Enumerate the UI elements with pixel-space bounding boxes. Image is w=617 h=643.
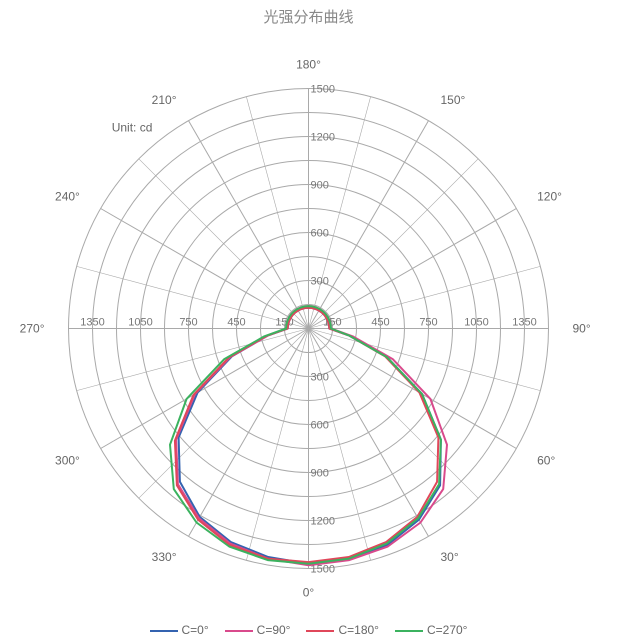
svg-text:0°: 0°: [303, 586, 315, 600]
svg-text:750: 750: [419, 317, 437, 329]
svg-text:600: 600: [311, 420, 329, 432]
legend-item: C=90°: [225, 623, 291, 637]
polar-plot-svg: 1504507501050135013501050750450150300300…: [0, 27, 617, 622]
legend-label: C=180°: [338, 623, 379, 637]
svg-text:1200: 1200: [311, 516, 335, 528]
legend: C=0° C=90° C=180° C=270°: [0, 622, 617, 637]
svg-text:1200: 1200: [311, 132, 335, 144]
svg-text:180°: 180°: [296, 58, 321, 72]
legend-label: C=90°: [257, 623, 291, 637]
svg-text:240°: 240°: [55, 190, 80, 204]
svg-text:270°: 270°: [20, 322, 45, 336]
legend-label: C=0°: [182, 623, 209, 637]
svg-text:150°: 150°: [441, 93, 466, 107]
svg-text:1350: 1350: [512, 317, 536, 329]
svg-text:1350: 1350: [80, 317, 104, 329]
svg-text:900: 900: [311, 468, 329, 480]
svg-text:330°: 330°: [152, 550, 177, 564]
svg-text:60°: 60°: [537, 454, 555, 468]
svg-text:300: 300: [311, 372, 329, 384]
legend-item: C=270°: [395, 623, 468, 637]
legend-swatch: [395, 630, 423, 632]
svg-text:210°: 210°: [152, 93, 177, 107]
legend-swatch: [150, 630, 178, 632]
svg-text:1050: 1050: [464, 317, 488, 329]
svg-text:300°: 300°: [55, 454, 80, 468]
legend-item: C=180°: [306, 623, 379, 637]
svg-text:600: 600: [311, 228, 329, 240]
svg-text:1050: 1050: [128, 317, 152, 329]
svg-text:750: 750: [179, 317, 197, 329]
legend-swatch: [225, 630, 253, 632]
svg-text:90°: 90°: [573, 322, 591, 336]
svg-text:450: 450: [227, 317, 245, 329]
legend-label: C=270°: [427, 623, 468, 637]
svg-text:1500: 1500: [311, 84, 335, 96]
svg-text:30°: 30°: [441, 550, 459, 564]
legend-swatch: [306, 630, 334, 632]
svg-text:900: 900: [311, 180, 329, 192]
polar-chart: 光强分布曲线 150450750105013501350105075045015…: [0, 0, 617, 643]
chart-title: 光强分布曲线: [0, 0, 617, 27]
svg-text:Unit: cd: Unit: cd: [112, 121, 153, 135]
legend-item: C=0°: [150, 623, 209, 637]
svg-text:450: 450: [371, 317, 389, 329]
svg-text:120°: 120°: [537, 190, 562, 204]
svg-text:300: 300: [311, 276, 329, 288]
